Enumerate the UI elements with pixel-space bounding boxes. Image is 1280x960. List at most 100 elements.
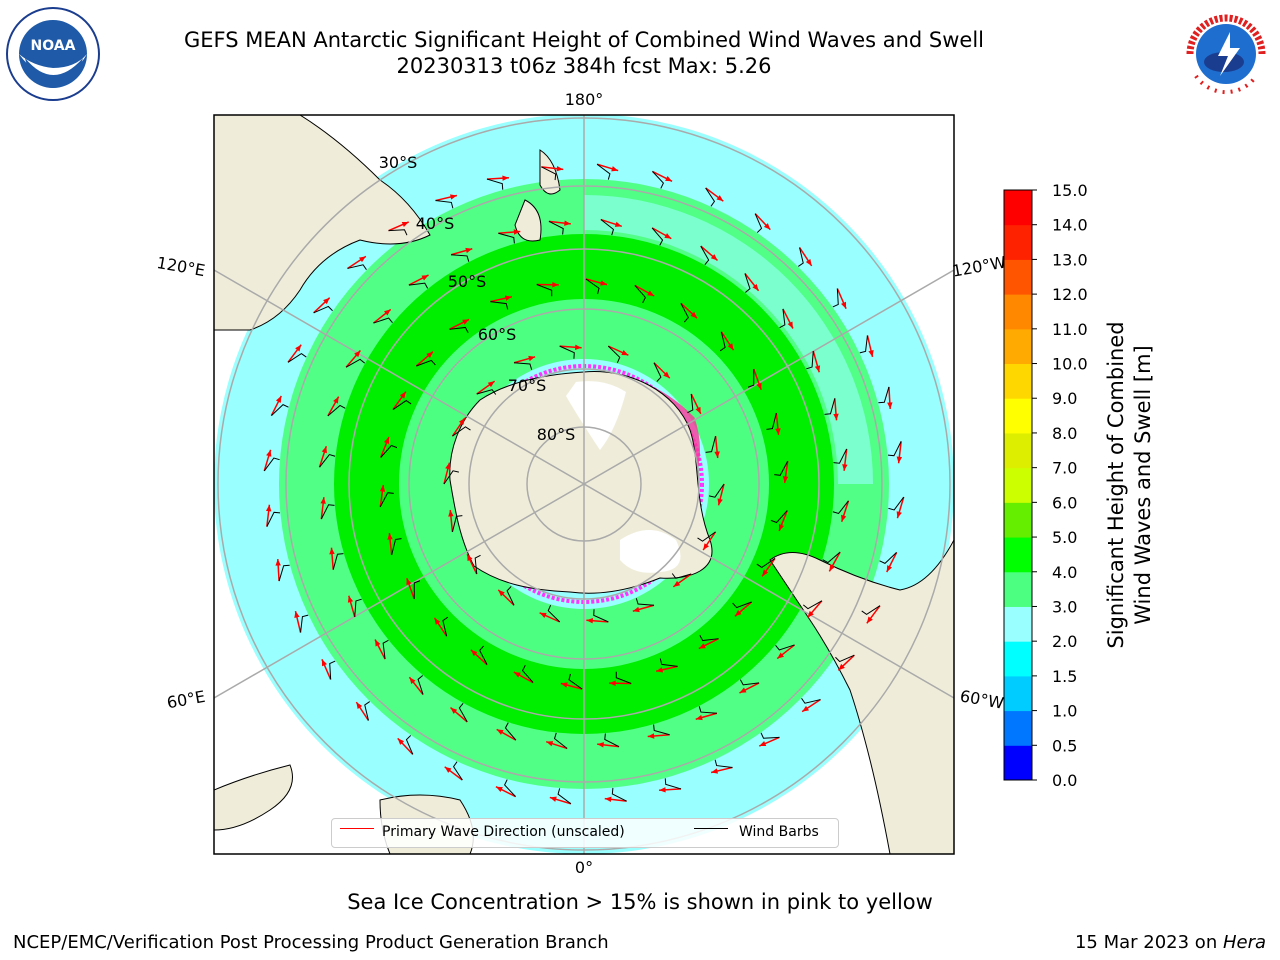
wave-arrow-head	[663, 371, 670, 379]
parallel-label-30s: 30°S	[379, 153, 418, 172]
wind-barb	[319, 453, 336, 468]
wave-arrow-head	[564, 220, 571, 226]
meridian-label-60e: 60°E	[165, 687, 206, 712]
wave-arrow-head	[838, 663, 845, 671]
wind-barb	[756, 558, 776, 569]
wave-arrow-head	[756, 382, 762, 390]
wave-arrow-head	[323, 297, 330, 305]
wind-barb	[442, 616, 449, 637]
wave-arrow-head	[347, 595, 354, 603]
wave-arrow-head	[665, 175, 673, 182]
colorbar-tick-label: 14.0	[1052, 216, 1088, 235]
wind-barb	[408, 282, 429, 289]
wave-arrow-head	[604, 796, 612, 803]
wave-arrow-head	[659, 787, 666, 793]
wave-arrow-head	[647, 290, 655, 296]
wave-arrow-head	[695, 714, 703, 721]
footer-date: 15 Mar 2023 on Hera	[1075, 932, 1266, 953]
wind-barb	[779, 308, 786, 329]
wave-arrow-head	[528, 355, 536, 362]
wind-barb	[585, 278, 600, 295]
wind-barb	[698, 706, 717, 714]
wind-barb	[287, 352, 307, 363]
wave-arrow-head	[539, 612, 547, 618]
wind-barb	[498, 232, 515, 244]
colorbar-tick-label: 1.0	[1052, 702, 1077, 721]
wave-arrow-head	[716, 195, 724, 202]
wind-barb	[382, 639, 389, 660]
ronne-ice-shelf	[620, 530, 681, 573]
wind-barb	[476, 389, 497, 395]
wave-arrow-head	[495, 786, 503, 793]
wave-arrow-head	[556, 165, 564, 172]
wave-arrow-head	[487, 381, 495, 388]
meridian-label-120w: 120°W	[951, 252, 1008, 280]
parallel-label-80s: 80°S	[537, 425, 576, 444]
wind-barb	[714, 759, 733, 768]
wave-arrow-head	[807, 610, 814, 618]
colorbar-swatch	[1004, 710, 1032, 746]
wind-barb	[278, 564, 290, 582]
wave-arrow-head	[266, 449, 272, 457]
wave-arrow-head	[802, 705, 810, 712]
wind-barb	[822, 551, 841, 564]
wind-barb	[719, 331, 726, 352]
wind-barb	[327, 404, 346, 417]
map-title: GEFS MEAN Antarctic Significant Height o…	[183, 28, 985, 52]
wind-barb	[521, 665, 534, 683]
wave-arrow-head	[265, 504, 272, 512]
wave-arrow-head	[502, 175, 509, 181]
wind-barb	[266, 511, 281, 527]
wind-barb	[452, 761, 463, 781]
wind-barb	[887, 441, 902, 457]
wave-arrow-head	[887, 402, 893, 409]
colorbar-swatch	[1004, 606, 1032, 642]
wind-barb	[774, 460, 789, 476]
meridian-label-60w: 60°W	[959, 686, 1006, 712]
colorbar-swatch	[1004, 328, 1032, 365]
wind-barb-legend-label: Wind Barbs	[739, 824, 819, 840]
wind-barb-legend-swatch	[694, 828, 728, 829]
colorbar-tick-label: 10.0	[1052, 355, 1088, 374]
parallel-label-50s: 50°S	[448, 272, 487, 291]
wind-barb	[832, 288, 839, 308]
wave-arrow-head	[762, 569, 769, 577]
wind-barb	[391, 538, 402, 556]
wave-arrow-head	[546, 741, 554, 747]
wave-arrow-head	[449, 194, 457, 200]
wind-barb	[732, 601, 752, 609]
wind-barb	[744, 273, 751, 293]
wave-arrow-head	[632, 606, 640, 613]
wind-barb	[861, 605, 881, 616]
colorbar-tick-label: 12.0	[1052, 285, 1088, 304]
wave-arrow-head	[777, 652, 785, 659]
wind-barb	[806, 351, 814, 370]
wave-arrow-head	[586, 617, 594, 624]
wind-barb	[659, 658, 678, 667]
wave-arrow-head	[841, 301, 847, 309]
wave-arrow-head	[600, 280, 608, 286]
wind-barb	[671, 573, 692, 579]
wave-arrow-head	[295, 344, 302, 352]
wave-arrow-head	[868, 349, 874, 357]
wave-arrow-head	[787, 321, 793, 329]
australia-landmass	[214, 115, 431, 331]
wind-barb	[449, 326, 469, 334]
wind-barb	[413, 580, 421, 599]
wind-barb	[705, 435, 717, 453]
wave-direction-legend-swatch	[340, 828, 374, 829]
wind-barb	[888, 496, 905, 511]
colorbar-tick-label: 15.0	[1052, 181, 1088, 200]
wind-barb	[833, 448, 848, 464]
wave-arrow-head	[383, 309, 391, 316]
wave-arrow-head	[458, 417, 465, 425]
wave-arrow-head	[421, 275, 429, 281]
wave-arrow-head	[470, 649, 478, 657]
wave-arrow-head	[805, 258, 812, 266]
wave-arrow-head	[866, 616, 873, 624]
map-legend: Primary Wave Direction (unscaled) Wind B…	[331, 818, 839, 848]
wave-arrow-head	[574, 344, 582, 351]
colorbar-tick-label: 2.0	[1052, 632, 1077, 651]
wind-barb	[653, 724, 670, 736]
colorbar-swatch	[1004, 467, 1032, 503]
